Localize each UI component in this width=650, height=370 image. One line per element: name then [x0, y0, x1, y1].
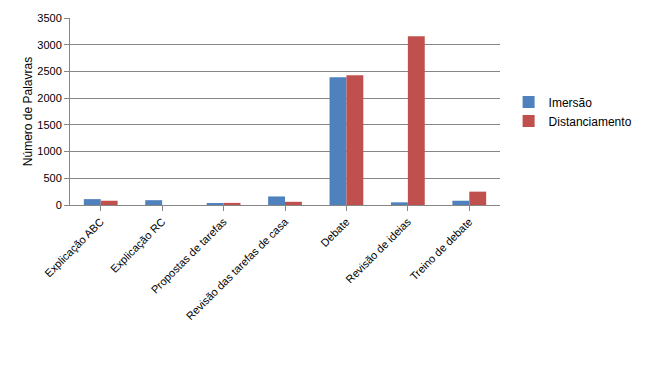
svg-text:1500: 1500 [37, 119, 61, 131]
svg-text:Explicação RC: Explicação RC [108, 215, 168, 275]
svg-text:3000: 3000 [37, 39, 61, 51]
svg-text:Imersão: Imersão [549, 96, 593, 110]
svg-text:Revisão de ideias: Revisão de ideias [343, 215, 413, 285]
svg-text:Revisão das tarefas de casa: Revisão das tarefas de casa [184, 215, 291, 322]
svg-text:0: 0 [56, 199, 62, 211]
svg-text:2500: 2500 [37, 65, 61, 77]
svg-text:Explicação ABC: Explicação ABC [42, 215, 106, 279]
svg-text:1000: 1000 [37, 145, 61, 157]
svg-text:Debate: Debate [318, 216, 352, 250]
svg-text:Distanciamento: Distanciamento [549, 115, 632, 129]
svg-text:2000: 2000 [37, 92, 61, 104]
svg-text:Propostas de tarefas: Propostas de tarefas [149, 215, 230, 296]
svg-text:3500: 3500 [37, 12, 61, 24]
svg-text:Número de Palavras: Número de Palavras [21, 57, 35, 166]
svg-text:Treino de debate: Treino de debate [408, 216, 475, 283]
svg-text:500: 500 [43, 172, 61, 184]
